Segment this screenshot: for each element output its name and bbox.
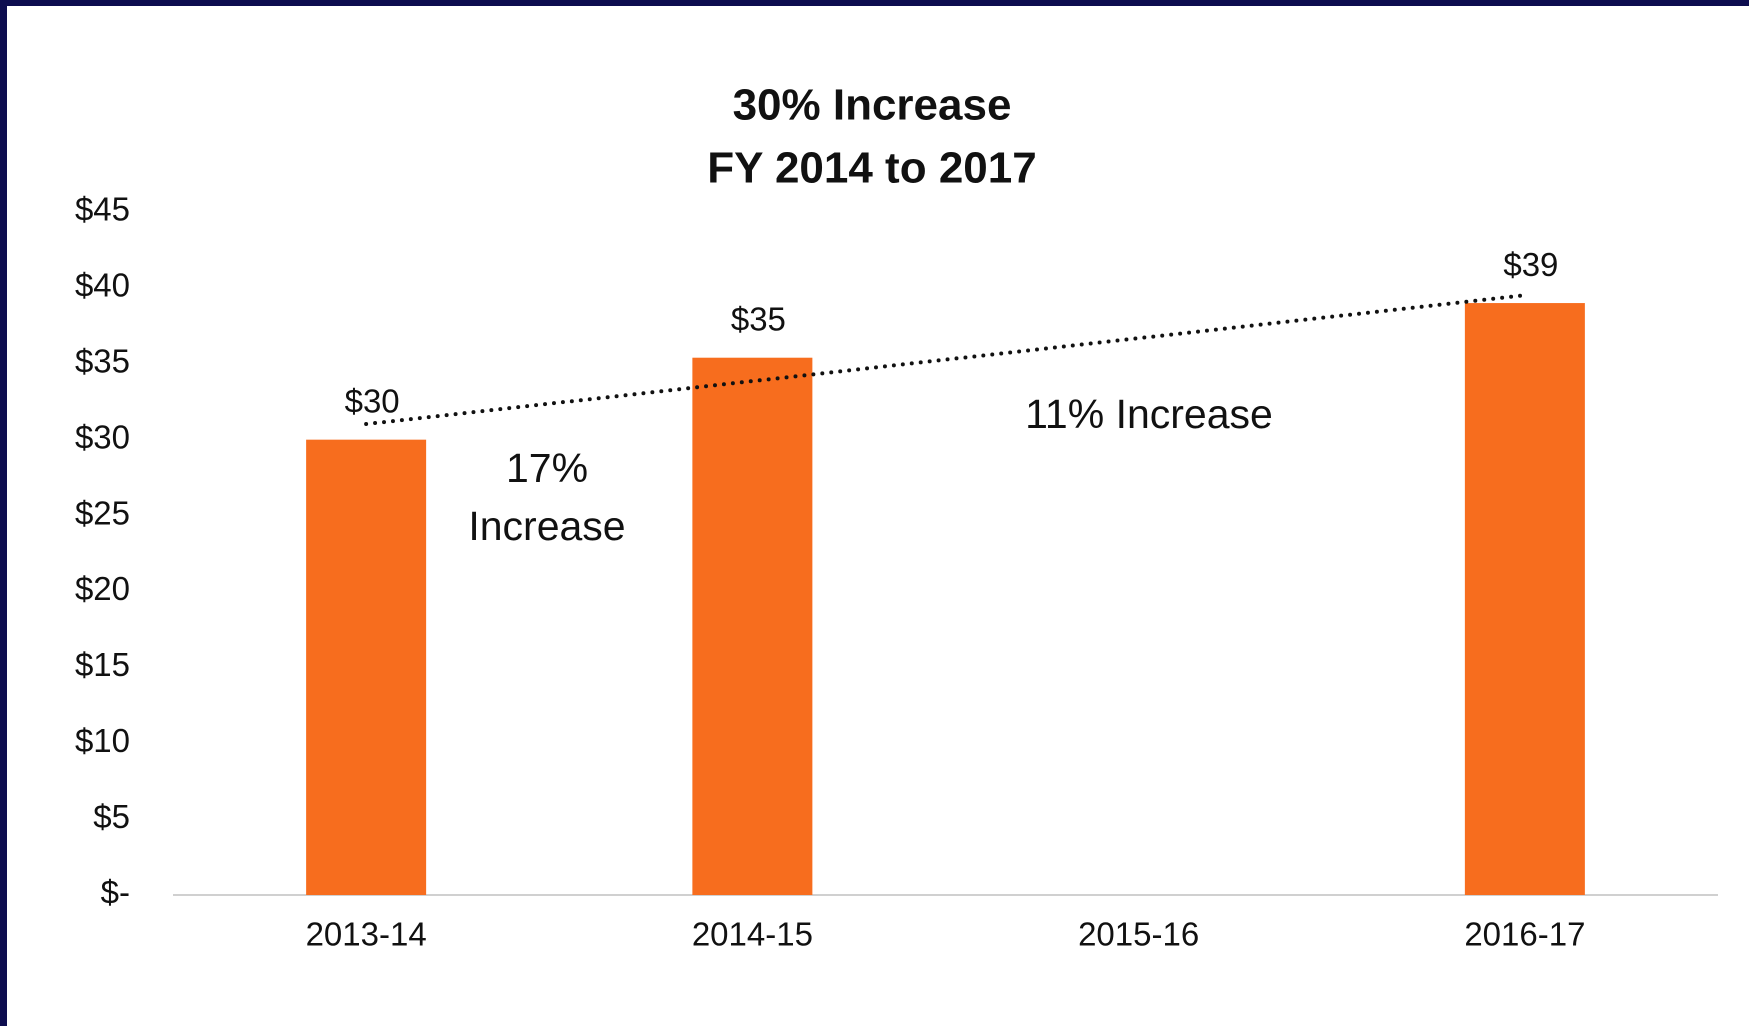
value-label: $30: [345, 382, 400, 419]
y-tick-label: $15: [75, 646, 130, 683]
y-tick-label: $40: [75, 267, 130, 304]
value-label: $39: [1503, 246, 1558, 283]
x-tick-label: 2016-17: [1464, 916, 1585, 953]
bar: [1464, 303, 1585, 896]
x-tick-label: 2015-16: [1078, 916, 1199, 953]
y-tick-label: $35: [75, 342, 130, 379]
y-tick-label: $-: [101, 874, 130, 911]
y-tick-label: $30: [75, 418, 130, 455]
y-tick-label: $10: [75, 722, 130, 759]
chart-subtitle: FY 2014 to 2017: [707, 144, 1036, 193]
bar: [306, 439, 427, 895]
y-tick-label: $20: [75, 570, 130, 607]
y-tick-label: $5: [93, 798, 130, 835]
trendline: [364, 293, 1527, 427]
chart-title: 30% Increase: [733, 81, 1012, 130]
annotation: 11% Increase: [1025, 391, 1273, 437]
x-tick-label: 2014-15: [692, 916, 813, 953]
bar: [692, 357, 813, 895]
y-tick-label: $25: [75, 494, 130, 531]
x-tick-label: 2013-14: [306, 916, 427, 953]
y-tick-label: $45: [75, 191, 130, 228]
annotation: 17%: [506, 445, 588, 491]
annotation: Increase: [468, 503, 625, 549]
value-label: $35: [731, 300, 786, 337]
